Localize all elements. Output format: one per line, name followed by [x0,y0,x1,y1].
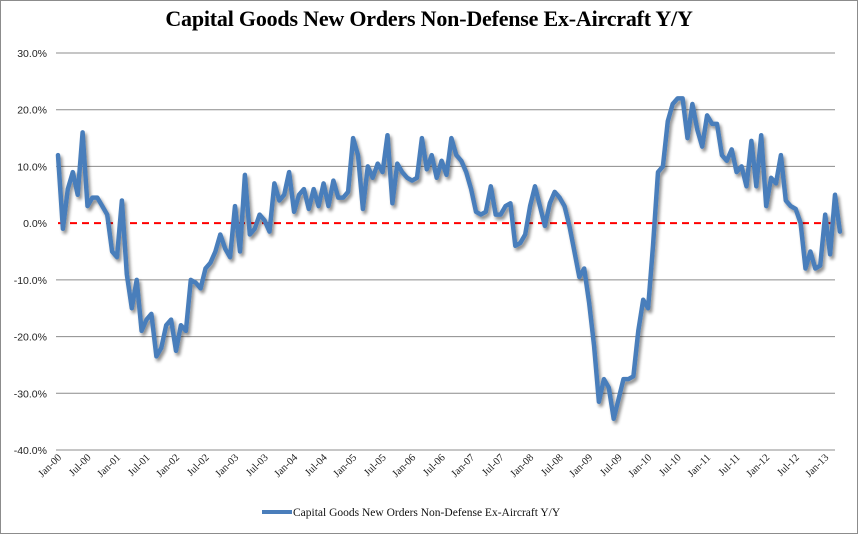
series-group [55,96,843,422]
y-tick-label: -30.0% [14,388,47,400]
x-tick-label: Jul-05 [362,452,388,478]
legend: Capital Goods New Orders Non-Defense Ex-… [262,507,561,519]
x-tick-label: Jan-03 [214,452,242,480]
y-tick-label: -20.0% [14,332,47,344]
chart-title: Capital Goods New Orders Non-Defense Ex-… [165,6,693,31]
x-tick-label: Jan-10 [627,452,655,480]
x-tick-label: Jul-04 [303,452,330,479]
y-axis: 30.0% 20.0% 10.0% 0.0% -10.0% -20.0% -30.0% -40… [14,48,47,457]
x-tick-label: Jan-02 [155,452,183,480]
x-axis: Jan-00 Jul-00 Jan-01 Jul-01 Jan-02 Jul-02 Jan-… [37,452,832,480]
gridlines [56,52,835,451]
x-tick-label: Jul-11 [717,452,743,478]
x-tick-label: Jul-01 [126,452,152,478]
y-tick-label: 10.0% [17,161,47,173]
y-tick-label: 30.0% [17,48,47,60]
x-tick-label: Jan-04 [273,452,301,480]
x-tick-label: Jul-08 [539,452,565,478]
x-tick-label: Jan-06 [391,452,419,480]
x-tick-label: Jul-03 [244,452,270,478]
x-tick-label: Jan-11 [686,452,713,479]
x-tick-label: Jul-06 [421,452,447,478]
x-tick-label: Jul-09 [598,452,624,478]
series-line [55,96,843,422]
legend-label: Capital Goods New Orders Non-Defense Ex-… [293,507,561,519]
x-tick-label: Jan-08 [509,452,537,480]
y-tick-label: -10.0% [14,275,47,287]
x-tick-label: Jul-02 [185,452,211,478]
y-tick-label: 0.0% [23,218,47,230]
x-tick-label: Jul-00 [67,452,93,478]
y-tick-label: -40.0% [14,445,47,457]
x-tick-label: Jul-12 [775,452,801,478]
x-tick-label: Jan-07 [450,452,478,480]
x-tick-label: Jan-13 [804,452,832,480]
x-tick-label: Jul-07 [480,452,506,478]
x-tick-label: Jan-12 [745,452,773,480]
x-tick-label: Jul-10 [657,452,683,478]
x-tick-label: Jan-05 [332,452,360,480]
x-tick-label: Jan-01 [96,452,124,480]
x-tick-label: Jan-09 [568,452,596,480]
y-tick-label: 20.0% [17,105,47,117]
